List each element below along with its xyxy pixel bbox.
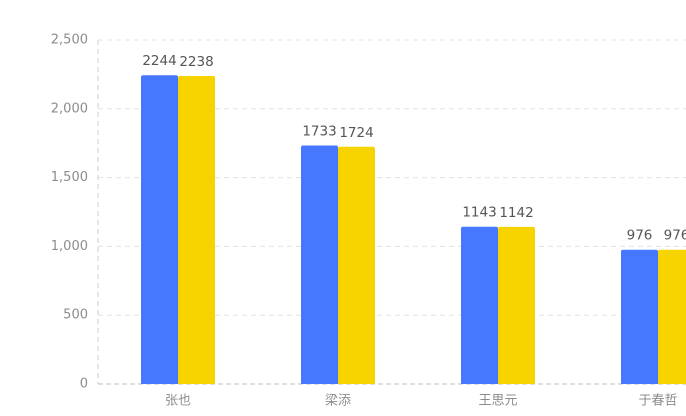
value-label: 2238 [179, 54, 213, 70]
y-tick-label: 2,000 [51, 101, 88, 116]
value-label: 1143 [462, 205, 496, 221]
bar [178, 76, 215, 384]
bar [621, 249, 658, 384]
x-tick-label: 梁添 [325, 394, 351, 409]
x-tick-label: 张也 [165, 394, 191, 409]
y-tick-label: 0 [80, 377, 88, 392]
y-tick-label: 2,500 [51, 33, 88, 48]
y-tick-label: 1,000 [51, 239, 88, 254]
bar [658, 249, 686, 384]
bar [301, 145, 338, 384]
y-tick-label: 500 [63, 308, 88, 323]
value-label: 1733 [302, 124, 336, 140]
bar [498, 226, 535, 384]
bar [338, 146, 375, 384]
y-tick-label: 1,500 [51, 170, 88, 185]
x-tick-label: 王思元 [478, 394, 517, 409]
x-tick-label: 于春哲 [638, 394, 677, 409]
value-label: 976 [627, 228, 653, 244]
bar [141, 75, 178, 385]
value-label: 1142 [499, 205, 533, 221]
bar [461, 226, 498, 384]
value-label: 2244 [142, 53, 176, 69]
value-label: 976 [664, 228, 686, 244]
value-label: 1724 [339, 125, 373, 141]
